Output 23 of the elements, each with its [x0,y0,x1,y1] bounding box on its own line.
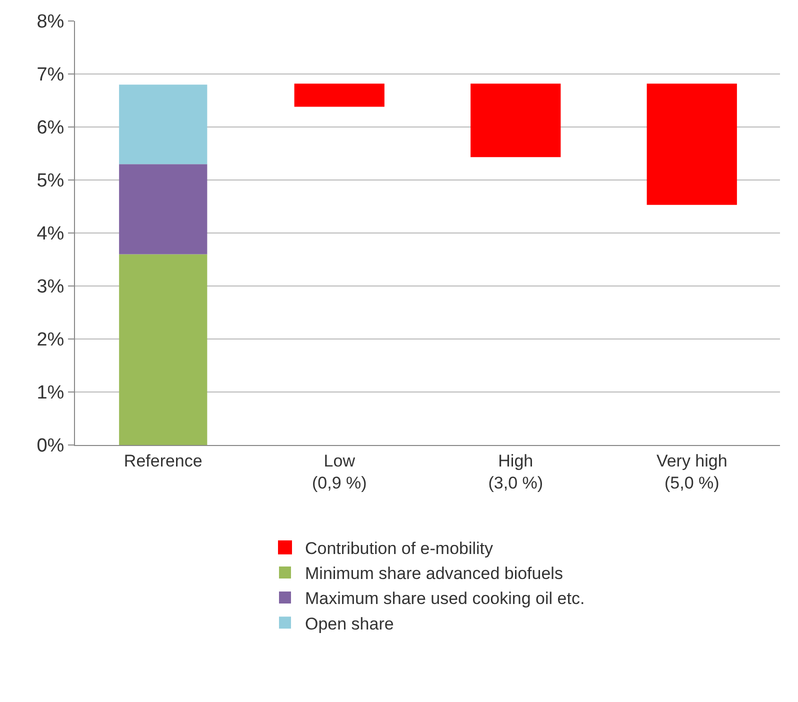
bar [470,84,561,158]
legend-label: Maximum share used cooking oil etc. [305,589,585,608]
y-tick-label: 4% [36,224,64,245]
y-tick-label: 0% [36,436,64,457]
bar [294,84,384,107]
y-tick-label: 1% [36,382,64,404]
legend-label: Open share [305,614,394,634]
y-tick-label: 8% [36,12,64,33]
x-tick-label: High (3,0 %) [488,451,544,492]
x-tick-label: Very high (5,0 %) [656,451,728,492]
bar [119,164,208,254]
x-tick-label: Low (0,9 %) [312,451,367,492]
bar [646,84,737,205]
y-tick-label: 3% [36,276,64,298]
bar [119,254,208,445]
y-tick-label: 6% [36,118,64,139]
bar [119,84,208,164]
legend-label: Minimum share advanced biofuels [305,564,563,584]
legend-label: Contribution of e-mobility [305,538,494,558]
y-tick-label: 7% [36,64,64,86]
y-tick-label: 5% [36,170,64,192]
x-tick-label: Reference [124,451,202,470]
y-tick-label: 2% [36,330,64,351]
